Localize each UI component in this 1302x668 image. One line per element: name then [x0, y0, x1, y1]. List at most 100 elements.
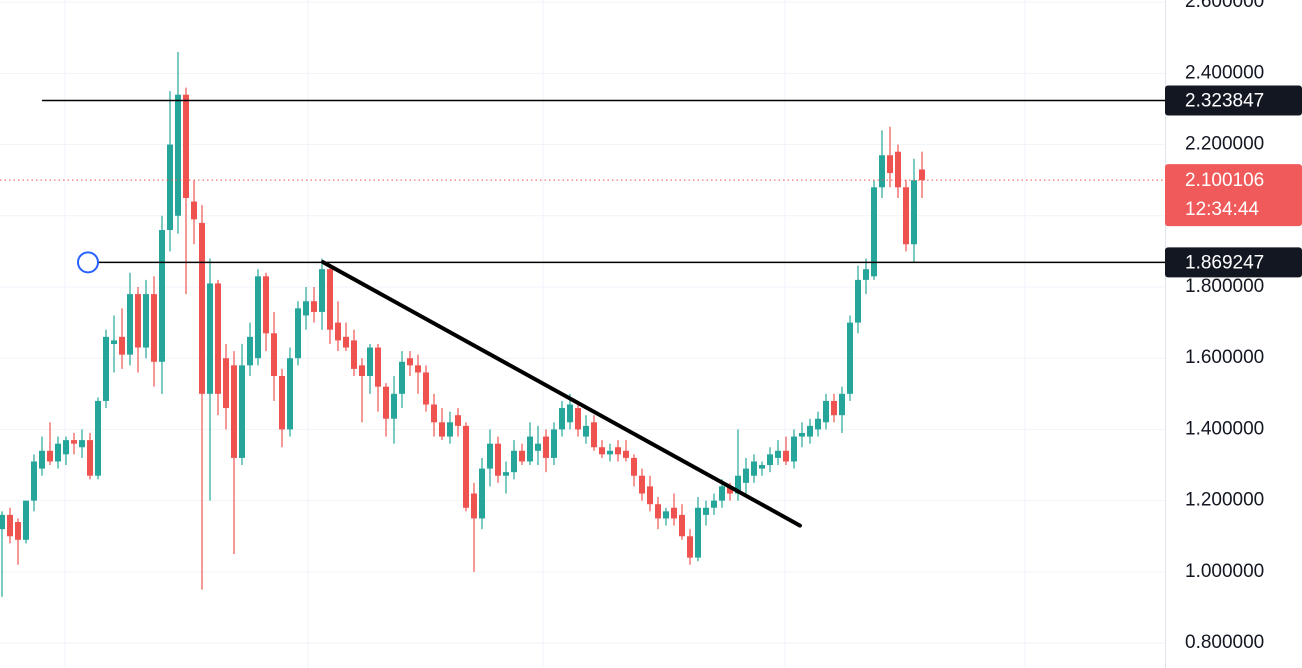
candle-body [471, 493, 477, 519]
candle-body [615, 447, 621, 455]
candle-body [295, 308, 301, 359]
y-tick-label: 2.600000 [1185, 0, 1264, 12]
candle-body [775, 450, 781, 458]
price-label: 2.323847 [1185, 90, 1264, 111]
candle-body [463, 425, 469, 508]
candle-body [431, 404, 437, 423]
candle-body [399, 361, 405, 394]
candle-body [351, 340, 357, 369]
trend-line [321, 260, 802, 528]
candle-body [895, 151, 901, 188]
candle-body [575, 408, 581, 430]
candle-body [511, 450, 517, 473]
candle-body [559, 408, 565, 430]
y-tick-label: 2.200000 [1185, 134, 1264, 155]
candle-body [791, 436, 797, 462]
candle-body [799, 432, 805, 437]
candle-body [807, 425, 813, 437]
candle-body [527, 436, 533, 462]
candle-body [103, 336, 109, 401]
line-handle [77, 251, 99, 274]
candle-body [47, 450, 53, 462]
candle-body [887, 155, 893, 174]
candle-body [207, 283, 213, 394]
price-label: 1.869247 [1185, 252, 1264, 273]
candle-body [679, 514, 685, 537]
candle-body [639, 475, 645, 494]
candle-body [919, 169, 925, 181]
candle-body [695, 507, 701, 558]
candle-body [167, 144, 173, 231]
candle-body [711, 500, 717, 508]
y-tick-label: 1.800000 [1185, 276, 1264, 297]
candle-body [7, 514, 13, 537]
candle-body [551, 429, 557, 458]
candle-body [391, 393, 397, 419]
candle-body [447, 422, 453, 437]
time-grid [64, 0, 1026, 668]
candle-body [519, 450, 525, 462]
candle-body [903, 187, 909, 245]
candle-body [343, 336, 349, 348]
candle-body [159, 230, 165, 362]
y-tick-label: 1.600000 [1185, 347, 1264, 368]
candle-body [231, 365, 237, 458]
candle-body [183, 94, 189, 198]
candle-body [671, 507, 677, 519]
candle-body [783, 450, 789, 462]
candle-body [503, 472, 509, 476]
candle-body [215, 283, 221, 394]
candle-body [583, 425, 589, 437]
y-tick-label: 0.800000 [1185, 632, 1264, 653]
candle-body [655, 504, 661, 519]
candle-body [135, 294, 141, 348]
candle-body [175, 94, 181, 216]
candle-body [439, 422, 445, 437]
candle-body [199, 222, 205, 394]
y-tick-label: 1.000000 [1185, 561, 1264, 582]
candle-body [255, 276, 261, 359]
candle-body [15, 522, 21, 540]
candle-body [871, 187, 877, 277]
candle-body [735, 475, 741, 494]
candle-body [607, 450, 613, 455]
candle-body [751, 461, 757, 476]
current-price-label: 2.100106 [1185, 170, 1264, 191]
candle-body [663, 511, 669, 519]
candle-body [303, 301, 309, 316]
candle-body [911, 180, 917, 245]
candle-body [815, 418, 821, 430]
candle-body [383, 386, 389, 419]
candle-body [719, 486, 725, 501]
candle-body [335, 322, 341, 341]
candle-body [87, 440, 93, 476]
candle-body [487, 443, 493, 469]
candle-body [623, 450, 629, 458]
candle-body [191, 201, 197, 220]
candle-body [311, 301, 317, 312]
candle-body [223, 358, 229, 409]
candle-body [63, 440, 69, 455]
candle-body [119, 336, 125, 355]
candle-body [855, 279, 861, 323]
candle-body [455, 415, 461, 426]
candle-body [367, 347, 373, 377]
price-label-box [1165, 85, 1302, 116]
candle-body [647, 486, 653, 505]
candle-body [319, 269, 325, 312]
candle-body [127, 294, 133, 355]
candle-body [743, 468, 749, 483]
candle-body [863, 269, 869, 280]
candle-body [847, 322, 853, 394]
candle-body [703, 507, 709, 515]
candle-body [535, 443, 541, 451]
candle-body [879, 155, 885, 188]
candle-body [375, 347, 381, 387]
candle-body [727, 486, 733, 494]
countdown-label: 12:34:44 [1185, 199, 1259, 220]
candle-body [0, 514, 5, 530]
current-price-box [1165, 164, 1302, 227]
candle-body [79, 440, 85, 448]
candle-body [599, 447, 605, 455]
